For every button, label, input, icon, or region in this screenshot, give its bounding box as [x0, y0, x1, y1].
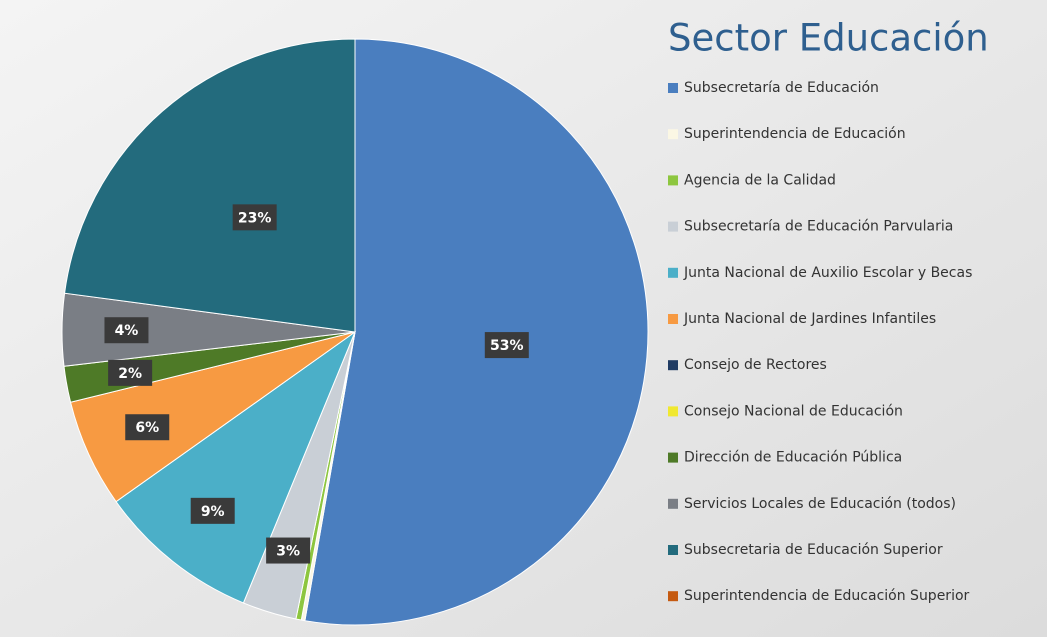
legend-swatch [668, 498, 678, 509]
legend-label: Superintendencia de Educación Superior [684, 588, 970, 604]
legend-label: Subsecretaria de Educación Superior [684, 542, 943, 558]
legend-swatch [668, 83, 678, 93]
legend-label: Subsecretaría de Educación Parvularia [684, 219, 953, 235]
data-label-box [108, 359, 153, 386]
data-label-box [104, 317, 149, 344]
data-label: 2% [118, 366, 142, 382]
legend-swatch [668, 175, 678, 186]
data-label: 9% [201, 504, 225, 520]
legend-swatch [668, 545, 678, 555]
data-label-box [125, 414, 170, 441]
legend-label: Junta Nacional de Auxilio Escolar y Beca… [683, 265, 972, 281]
legend-swatch [668, 406, 678, 417]
data-label: 6% [135, 420, 159, 436]
pie-slice [304, 38, 649, 626]
data-label-box [484, 332, 529, 359]
legend-label: Consejo de Rectores [684, 357, 827, 373]
data-label: 53% [490, 338, 524, 354]
legend-label: Consejo Nacional de Educación [684, 403, 903, 419]
pie-slice [64, 38, 356, 333]
pie-slice [115, 330, 357, 604]
legend-swatch [668, 591, 678, 602]
data-label-box [266, 537, 311, 564]
data-label: 3% [276, 544, 300, 560]
legend-swatch [668, 360, 678, 371]
legend-swatch [668, 221, 678, 232]
legend-swatch [668, 452, 678, 463]
legend-label: Superintendencia de Educación [684, 126, 906, 142]
legend-swatch [668, 314, 678, 324]
legend-label: Servicios Locales de Educación (todos) [684, 496, 956, 512]
legend-label: Subsecretaría de Educación [684, 80, 879, 96]
data-label: 23% [238, 210, 272, 226]
legend-label: Junta Nacional de Jardines Infantiles [683, 311, 936, 327]
legend-label: Dirección de Educación Pública [684, 450, 902, 466]
chart-title: Sector Educación [668, 17, 989, 60]
legend-swatch [668, 267, 678, 278]
data-label-box [190, 497, 235, 524]
legend-swatch [668, 129, 678, 140]
data-label: 4% [115, 323, 139, 339]
data-label-box [232, 204, 277, 231]
legend-label: Agencia de la Calidad [684, 172, 836, 188]
